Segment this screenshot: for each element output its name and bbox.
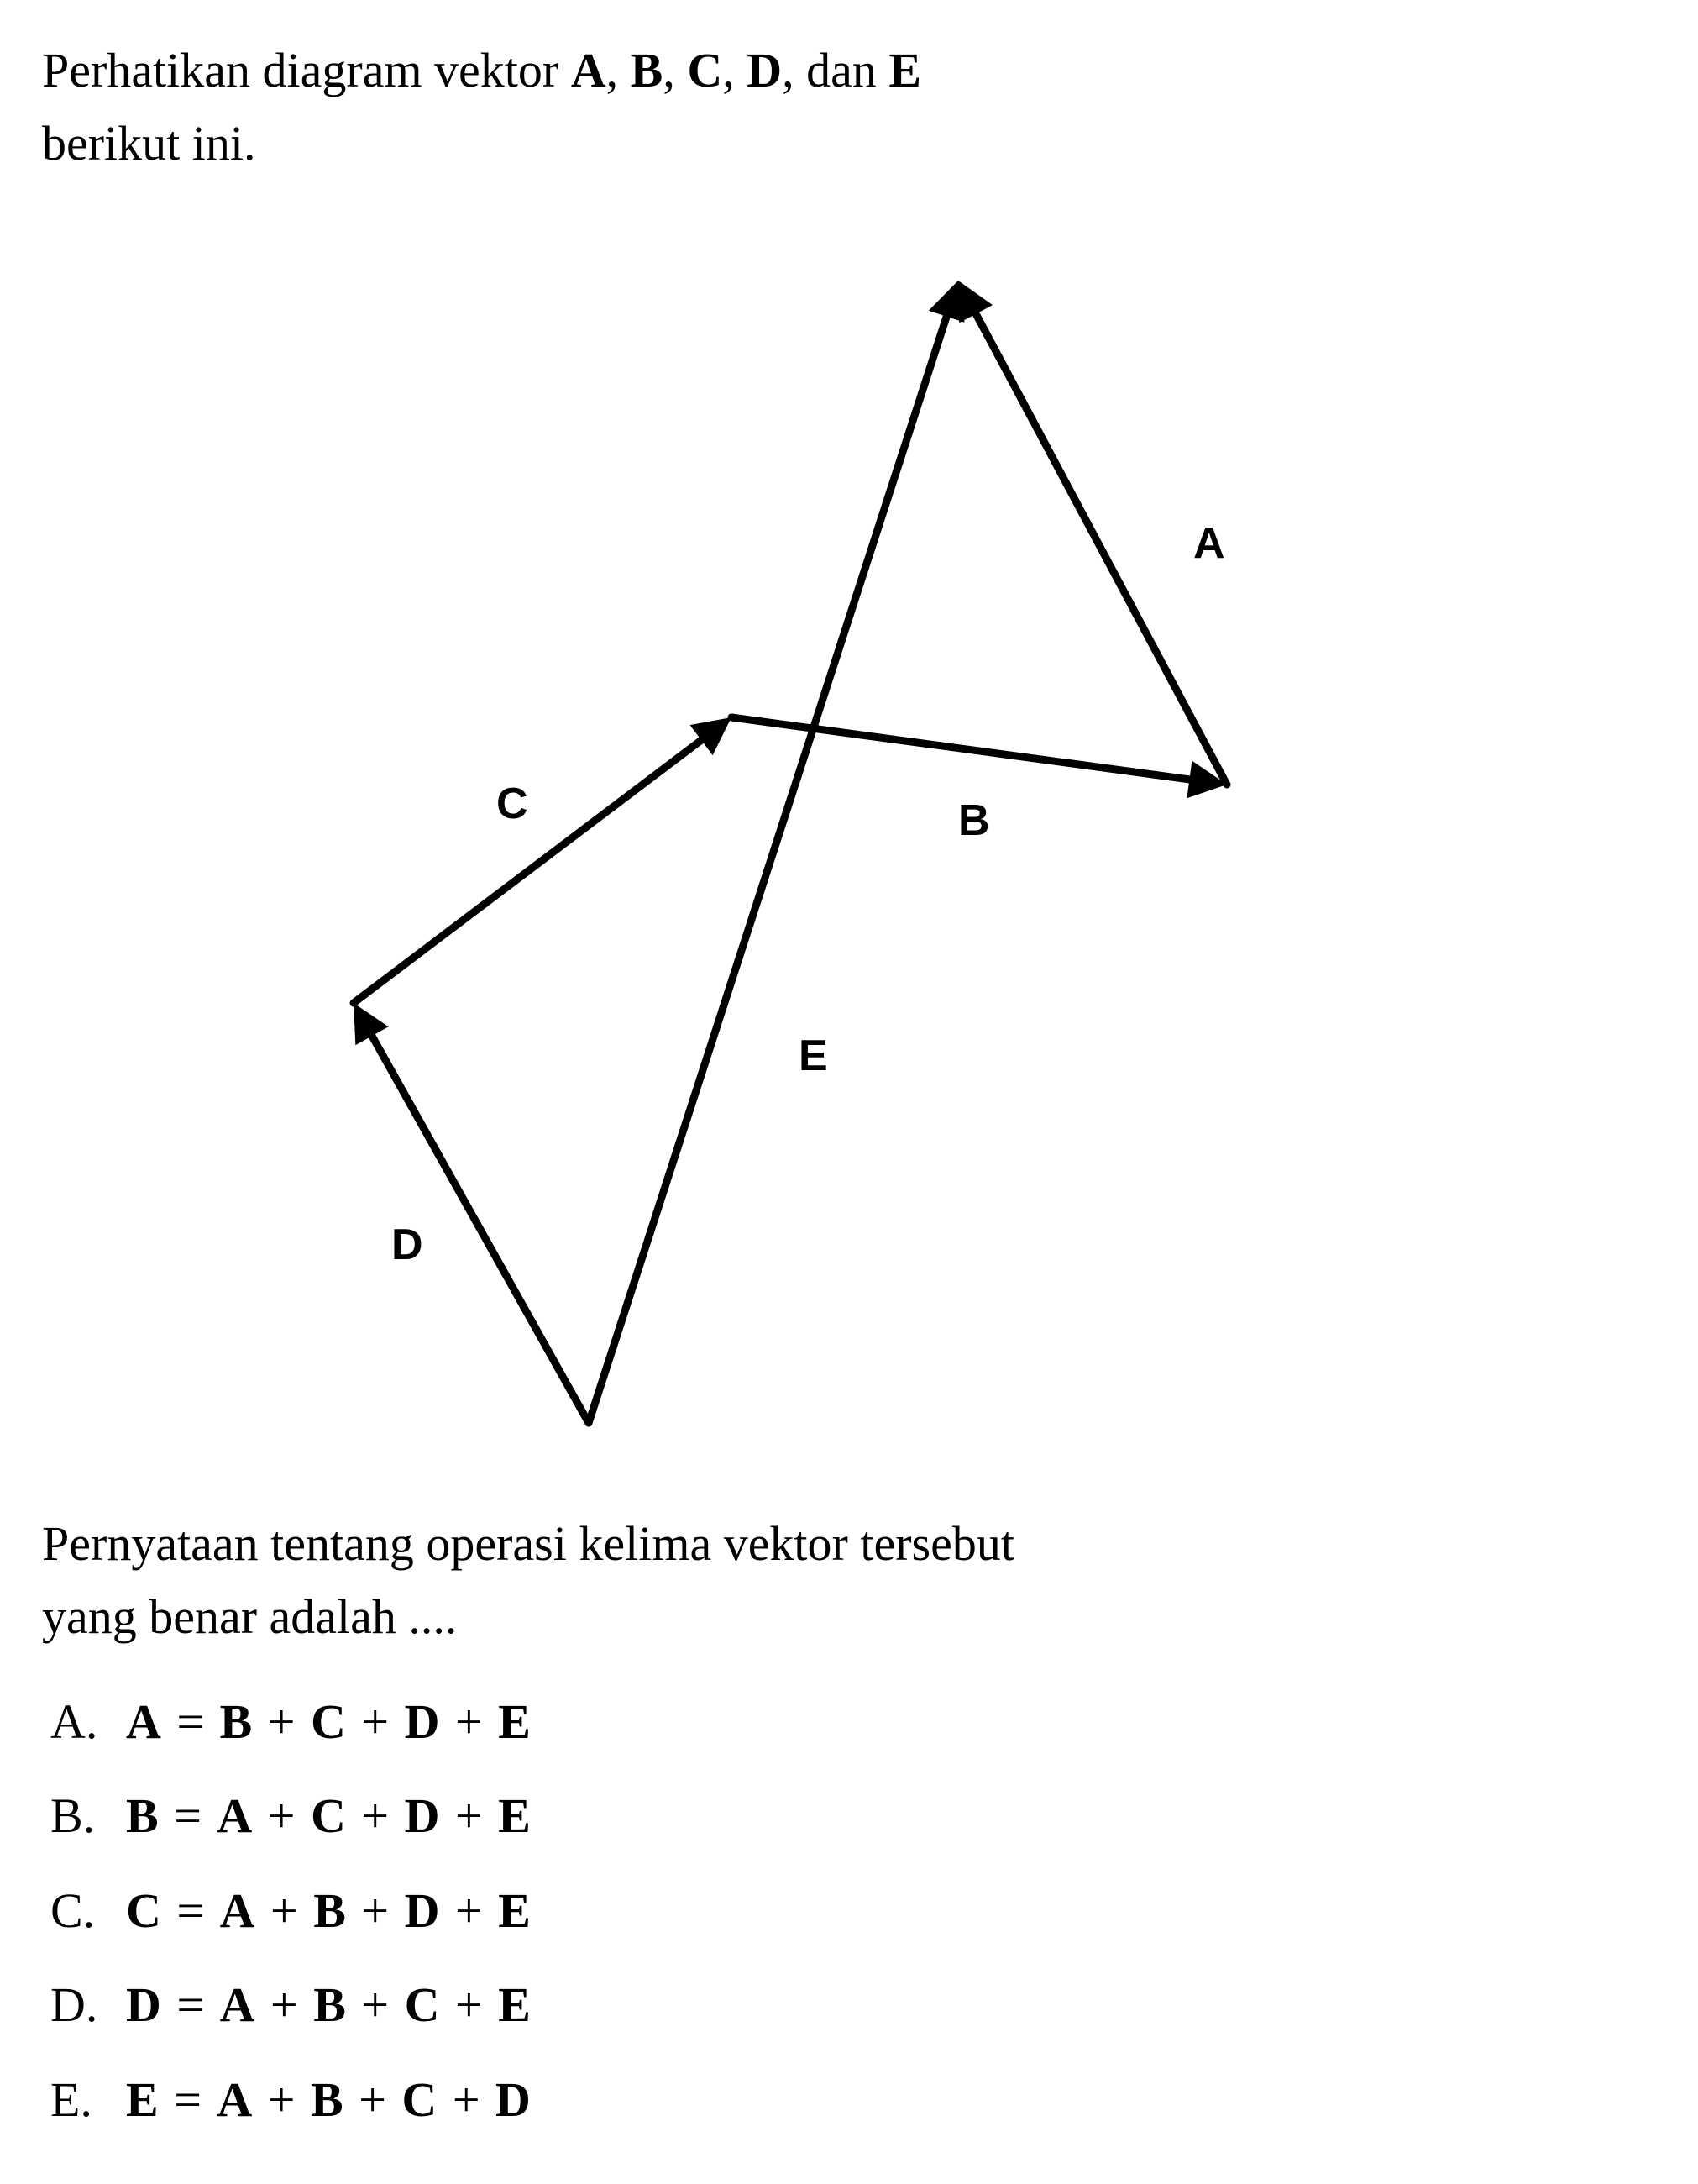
label-c: C	[496, 780, 528, 828]
diagram-container: A B C D E	[42, 213, 1656, 1473]
vector-ref-e: E	[888, 43, 921, 97]
option-formula: A = B + C + D + E	[126, 1678, 532, 1766]
question-text: Perhatikan diagram vektor A, B, C, D, da…	[42, 34, 1656, 180]
label-a: A	[1193, 519, 1225, 568]
vector-a	[958, 281, 1227, 785]
option-letter: B.	[50, 1772, 126, 1860]
vector-ref-b: B	[631, 43, 663, 97]
vector-d	[354, 1003, 589, 1423]
option-letter: D.	[50, 1961, 126, 2049]
vector-diagram: A B C D E	[261, 213, 1437, 1473]
prompt-line2: yang benar adalah ....	[42, 1589, 457, 1644]
option-letter: A.	[50, 1678, 126, 1766]
option-formula: B = A + C + D + E	[126, 1772, 532, 1860]
option-formula: E = A + B + C + D	[126, 2056, 532, 2144]
option-d: D.D = A + B + C + E	[50, 1961, 1656, 2049]
options-list: A.A = B + C + D + EB.B = A + C + D + EC.…	[42, 1678, 1656, 2144]
vector-ref-a: A	[571, 43, 606, 97]
vector-c	[354, 717, 731, 1003]
option-letter: C.	[50, 1867, 126, 1955]
option-formula: C = A + B + D + E	[126, 1867, 532, 1955]
label-e: E	[799, 1032, 828, 1080]
option-a: A.A = B + C + D + E	[50, 1678, 1656, 1766]
question-line1: Perhatikan diagram vektor A, B, C, D, da…	[42, 43, 921, 97]
question-line2: berikut ini.	[42, 116, 256, 171]
option-letter: E.	[50, 2056, 126, 2144]
option-b: B.B = A + C + D + E	[50, 1772, 1656, 1860]
vector-e	[589, 281, 965, 1423]
option-c: C.C = A + B + D + E	[50, 1867, 1656, 1955]
option-formula: D = A + B + C + E	[126, 1961, 532, 2049]
prompt-line1: Pernyataan tentang operasi kelima vektor…	[42, 1516, 1014, 1571]
vector-ref-c: C	[687, 43, 722, 97]
answer-prompt: Pernyataan tentang operasi kelima vektor…	[42, 1507, 1656, 1653]
vector-ref-d: D	[747, 43, 782, 97]
option-e: E.E = A + B + C + D	[50, 2056, 1656, 2144]
label-b: B	[958, 796, 990, 845]
label-d: D	[391, 1221, 423, 1269]
